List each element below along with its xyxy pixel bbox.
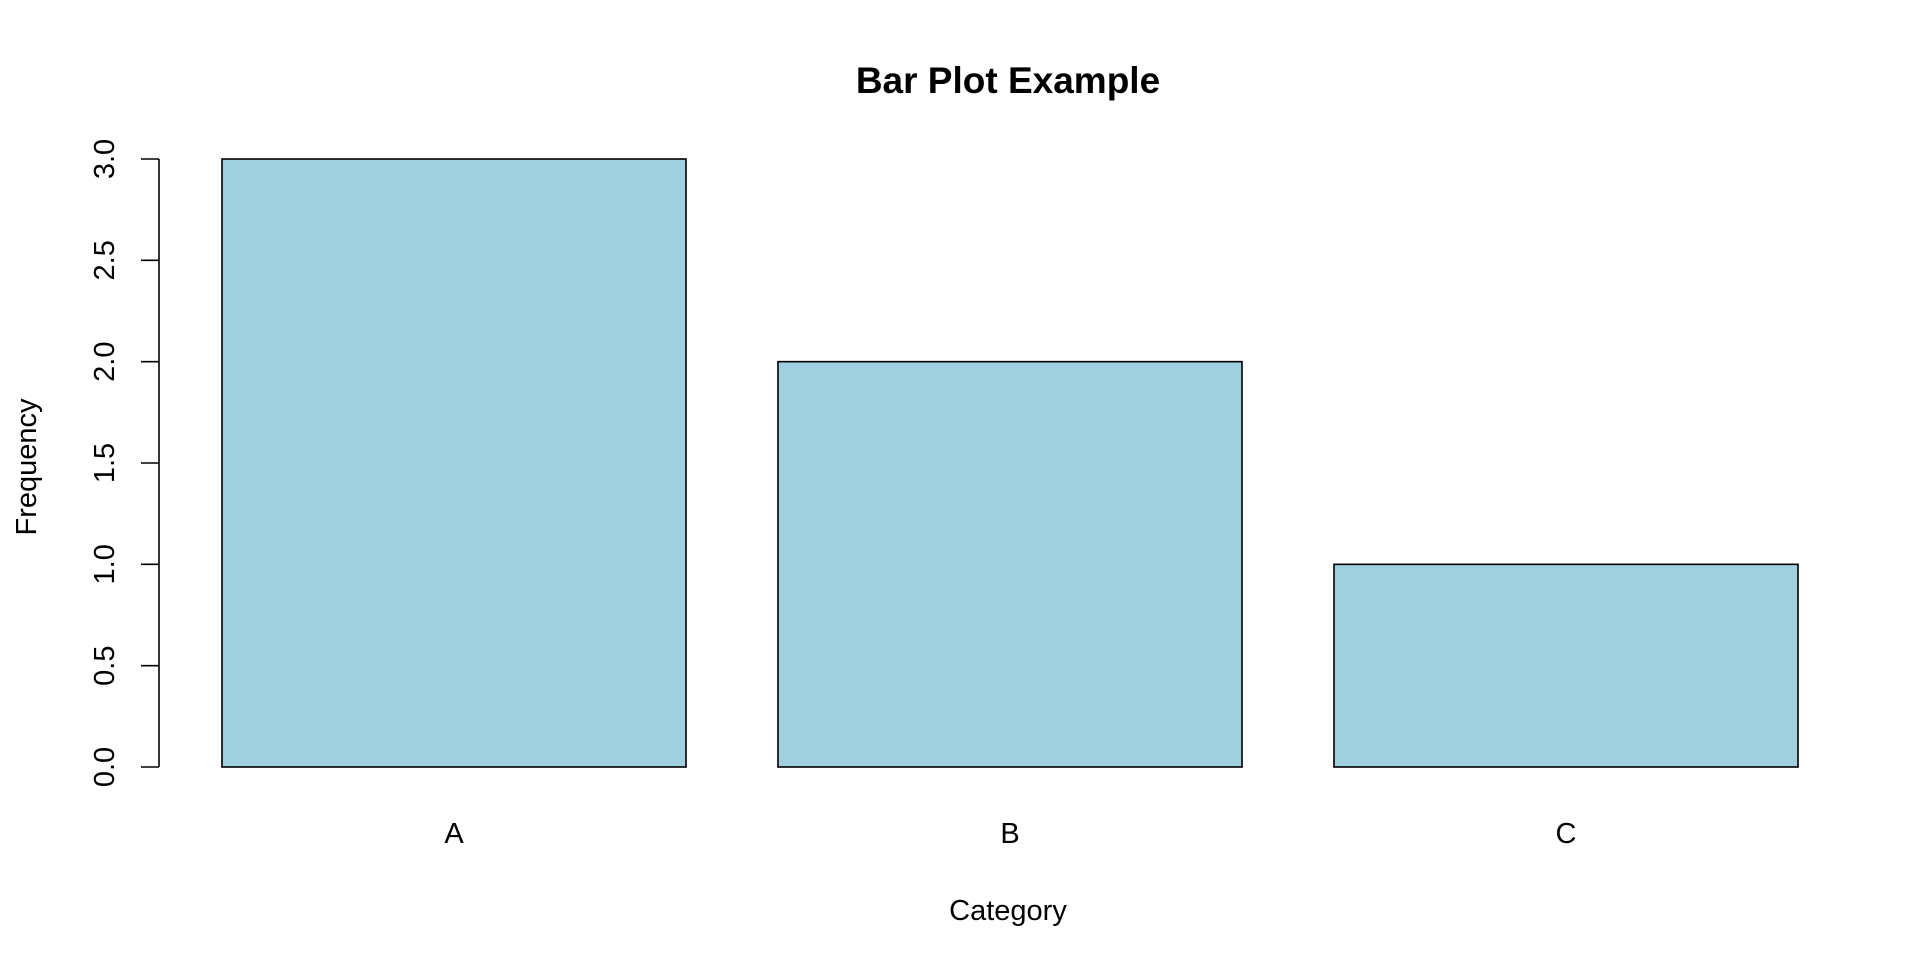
bar-a [221, 158, 687, 768]
y-tick-label: 1.0 [89, 544, 121, 584]
y-tick-label: 0.5 [89, 646, 121, 686]
y-axis-label: Frequency [11, 398, 43, 536]
x-tick-label-c: C [1556, 818, 1577, 850]
bar-b [777, 360, 1243, 768]
x-tick-label-a: A [444, 818, 464, 850]
x-tick-label-b: B [1000, 818, 1019, 850]
x-axis-label: Category [949, 895, 1067, 927]
chart-title: Bar Plot Example [856, 60, 1160, 101]
bar-c [1333, 563, 1799, 768]
y-axis: 0.0 0.5 1.0 1.5 2.0 2.5 3.0 [89, 139, 160, 787]
x-axis-labels: A B C [444, 818, 1576, 850]
bars-layer [221, 158, 1799, 768]
y-tick-label: 0.0 [89, 747, 121, 787]
y-tick-label: 1.5 [89, 443, 121, 483]
y-tick-label: 2.5 [89, 240, 121, 280]
y-tick-label: 2.0 [89, 342, 121, 382]
y-tick-label: 3.0 [89, 139, 121, 179]
